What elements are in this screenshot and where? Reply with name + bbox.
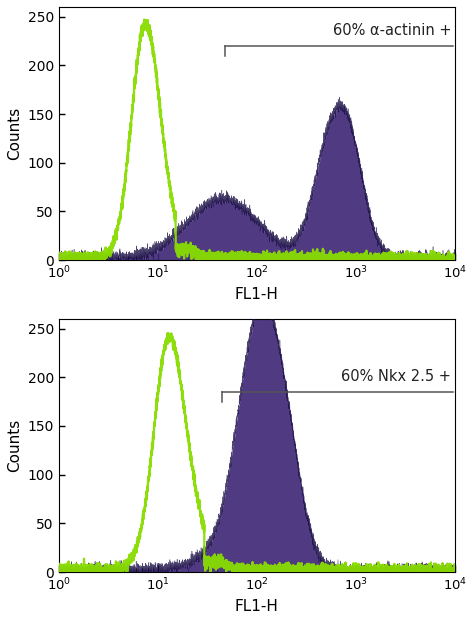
Text: 60% Nkx 2.5 +: 60% Nkx 2.5 +	[341, 369, 451, 384]
Y-axis label: Counts: Counts	[7, 107, 22, 160]
X-axis label: FL1-H: FL1-H	[235, 287, 279, 302]
Text: 60% α-actinin +: 60% α-actinin +	[333, 23, 451, 38]
Y-axis label: Counts: Counts	[7, 419, 22, 472]
X-axis label: FL1-H: FL1-H	[235, 599, 279, 614]
